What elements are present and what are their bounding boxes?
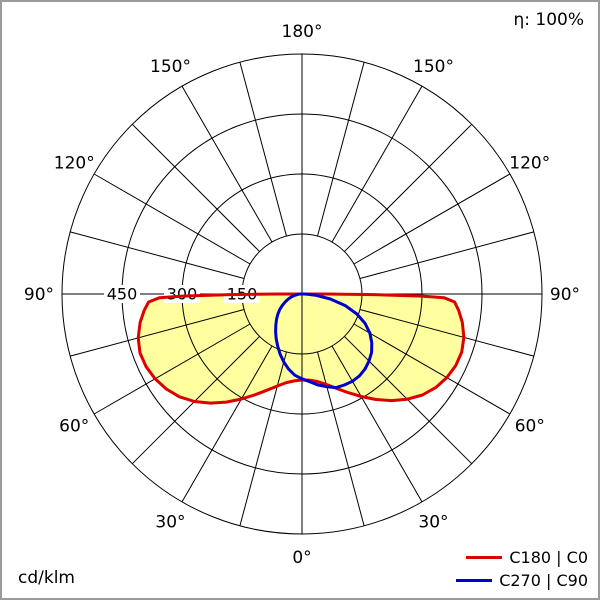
angle-label: 0°: [292, 548, 311, 568]
angle-labels: 0° 30° 30° 60° 60° 90° 90° 120° 120° 150° 150° 180°: [24, 22, 580, 568]
angle-label: 30°: [155, 513, 185, 533]
curve-c270-c90: [274, 292, 374, 390]
legend-line-c180-c0: [466, 556, 503, 559]
polar-grid: [61, 53, 543, 535]
angle-label: 60°: [59, 416, 89, 436]
ring-label: 450: [107, 285, 138, 304]
angle-label: 120°: [54, 153, 95, 173]
angle-label: 30°: [418, 513, 448, 533]
legend-line-c270-c90: [456, 579, 493, 582]
angle-label: 120°: [509, 153, 550, 173]
legend-item-c270-c90: C270 | C90: [456, 569, 588, 592]
angle-label: 60°: [515, 416, 545, 436]
angle-label: 90°: [24, 285, 54, 305]
angle-label: 90°: [550, 285, 580, 305]
ring-value-labels: 450 300 150: [104, 285, 260, 304]
legend-label-c270-c90: C270 | C90: [499, 571, 588, 590]
angle-label: 180°: [282, 22, 323, 42]
unit-label: cd/klm: [18, 568, 75, 588]
legend-item-c180-c0: C180 | C0: [456, 546, 588, 569]
angle-label: 150°: [150, 57, 191, 77]
legend: C180 | C0 C270 | C90: [456, 546, 588, 592]
legend-label-c180-c0: C180 | C0: [509, 548, 588, 567]
efficiency-label: η: 100%: [513, 10, 584, 30]
curve-fill-layer: [138, 294, 464, 404]
ring-label: 300: [167, 285, 198, 304]
angle-label: 150°: [413, 57, 454, 77]
